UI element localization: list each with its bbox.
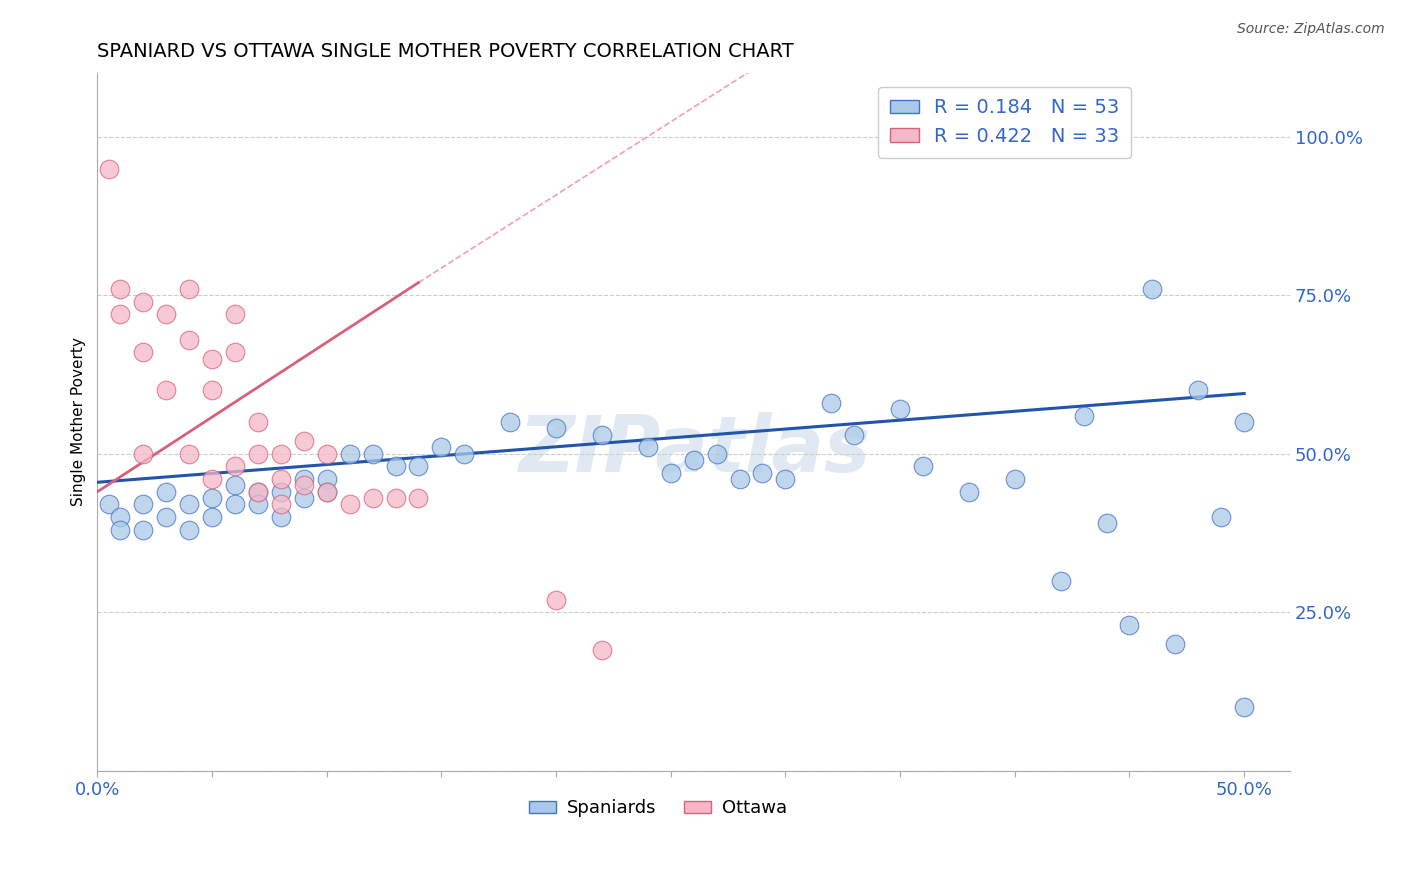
- Point: [224, 478, 246, 492]
- Point: [499, 415, 522, 429]
- Point: [270, 498, 292, 512]
- Point: [820, 396, 842, 410]
- Point: [315, 484, 337, 499]
- Point: [177, 333, 200, 347]
- Point: [177, 523, 200, 537]
- Point: [912, 459, 935, 474]
- Point: [453, 447, 475, 461]
- Point: [292, 472, 315, 486]
- Point: [751, 466, 773, 480]
- Point: [132, 498, 155, 512]
- Point: [1049, 574, 1071, 588]
- Text: ZIPatlas: ZIPatlas: [517, 412, 870, 488]
- Point: [889, 402, 911, 417]
- Point: [110, 523, 132, 537]
- Point: [155, 307, 177, 321]
- Point: [132, 294, 155, 309]
- Point: [339, 498, 361, 512]
- Point: [246, 498, 269, 512]
- Point: [384, 459, 406, 474]
- Point: [384, 491, 406, 505]
- Point: [292, 434, 315, 448]
- Y-axis label: Single Mother Poverty: Single Mother Poverty: [72, 337, 86, 507]
- Point: [201, 472, 224, 486]
- Point: [430, 441, 453, 455]
- Point: [224, 307, 246, 321]
- Point: [177, 447, 200, 461]
- Point: [155, 484, 177, 499]
- Point: [201, 384, 224, 398]
- Point: [110, 510, 132, 524]
- Point: [132, 523, 155, 537]
- Point: [224, 345, 246, 359]
- Point: [1004, 472, 1026, 486]
- Point: [361, 491, 384, 505]
- Point: [224, 498, 246, 512]
- Point: [361, 447, 384, 461]
- Point: [315, 472, 337, 486]
- Point: [1164, 637, 1187, 651]
- Point: [292, 478, 315, 492]
- Point: [408, 491, 430, 505]
- Point: [591, 427, 613, 442]
- Point: [224, 459, 246, 474]
- Point: [97, 161, 120, 176]
- Point: [1118, 618, 1140, 632]
- Point: [728, 472, 751, 486]
- Point: [682, 453, 704, 467]
- Point: [292, 491, 315, 505]
- Point: [270, 484, 292, 499]
- Point: [706, 447, 728, 461]
- Point: [110, 307, 132, 321]
- Point: [132, 447, 155, 461]
- Text: Source: ZipAtlas.com: Source: ZipAtlas.com: [1237, 22, 1385, 37]
- Point: [1187, 384, 1209, 398]
- Point: [1142, 282, 1164, 296]
- Point: [246, 484, 269, 499]
- Point: [132, 345, 155, 359]
- Point: [201, 351, 224, 366]
- Point: [408, 459, 430, 474]
- Point: [659, 466, 682, 480]
- Point: [177, 498, 200, 512]
- Point: [544, 592, 567, 607]
- Point: [201, 510, 224, 524]
- Point: [97, 498, 120, 512]
- Point: [315, 484, 337, 499]
- Point: [1211, 510, 1233, 524]
- Point: [270, 472, 292, 486]
- Point: [315, 447, 337, 461]
- Text: SPANIARD VS OTTAWA SINGLE MOTHER POVERTY CORRELATION CHART: SPANIARD VS OTTAWA SINGLE MOTHER POVERTY…: [97, 42, 794, 61]
- Point: [177, 282, 200, 296]
- Point: [1233, 415, 1256, 429]
- Point: [270, 447, 292, 461]
- Legend: Spaniards, Ottawa: Spaniards, Ottawa: [522, 792, 794, 824]
- Point: [246, 484, 269, 499]
- Point: [591, 643, 613, 657]
- Point: [246, 415, 269, 429]
- Point: [110, 282, 132, 296]
- Point: [844, 427, 866, 442]
- Point: [1073, 409, 1095, 423]
- Point: [1095, 516, 1118, 531]
- Point: [957, 484, 980, 499]
- Point: [775, 472, 797, 486]
- Point: [339, 447, 361, 461]
- Point: [155, 510, 177, 524]
- Point: [1233, 700, 1256, 714]
- Point: [544, 421, 567, 435]
- Point: [155, 384, 177, 398]
- Point: [201, 491, 224, 505]
- Point: [270, 510, 292, 524]
- Point: [637, 441, 659, 455]
- Point: [246, 447, 269, 461]
